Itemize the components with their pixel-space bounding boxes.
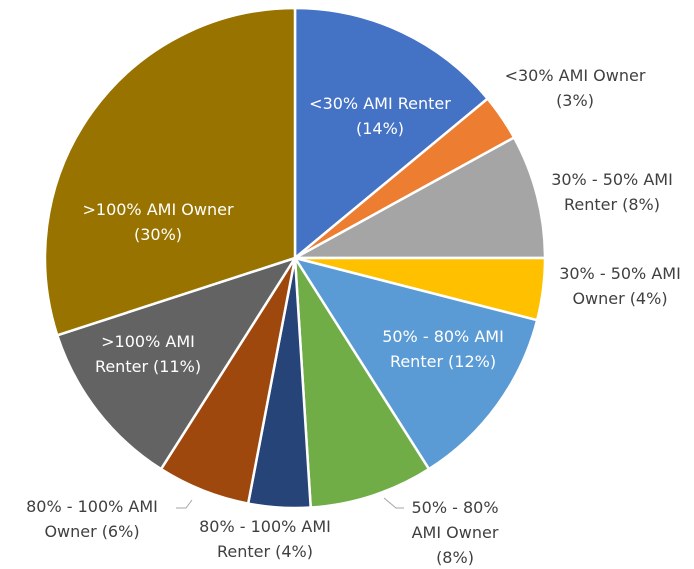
label-line: Renter: [217, 542, 271, 561]
value-label: (12%): [448, 352, 496, 371]
leader-line: [176, 499, 193, 509]
value-label: (8%): [622, 195, 660, 214]
label-line: <30% AMI Renter: [309, 94, 451, 113]
leader-line: [383, 497, 404, 509]
label-line: Owner: [572, 289, 625, 308]
slice-label: 80% - 100% AMI Owner (6%): [26, 497, 158, 541]
label-line: 30% - 50% AMI: [559, 264, 681, 283]
label-line: <30% AMI Owner: [505, 66, 646, 85]
value-label: (14%): [356, 119, 404, 138]
value-label: (4%): [275, 542, 313, 561]
slice-label: <30% AMI Owner (3%): [505, 66, 646, 110]
slice-label: 50% - 80% AMI Renter (12%): [382, 327, 504, 371]
slice-label: 30% - 50% AMI Owner (4%): [559, 264, 681, 308]
slice-label: 50% - 80% AMI Owner (8%): [411, 498, 498, 567]
value-label: (6%): [102, 522, 140, 541]
label-line: AMI Owner: [412, 523, 499, 542]
label-line: >100% AMI: [101, 332, 195, 351]
pie-slice: [293, 257, 431, 509]
pie-slice: [293, 6, 490, 261]
pie-slice: [292, 256, 539, 471]
pie-slice: [55, 255, 298, 471]
slice-label: <30% AMI Renter (14%): [309, 94, 451, 138]
slice-label: 30% - 50% AMI Renter (8%): [551, 170, 673, 214]
value-label: (11%): [153, 357, 201, 376]
slice-label: >100% AMI Owner (30%): [82, 200, 233, 244]
pie-slice: [43, 6, 297, 337]
label-line: Renter: [564, 195, 618, 214]
value-label: (3%): [556, 91, 594, 110]
value-label: (30%): [134, 225, 182, 244]
label-line: 50% - 80% AMI: [382, 327, 504, 346]
label-line: 30% - 50% AMI: [551, 170, 673, 189]
label-line: Owner: [44, 522, 97, 541]
slice-label: 80% - 100% AMI Renter (4%): [199, 517, 331, 561]
slice-label: >100% AMI Renter (11%): [95, 332, 201, 376]
label-line: 80% - 100% AMI: [26, 497, 158, 516]
value-label: (4%): [630, 289, 668, 308]
value-label: (8%): [436, 548, 474, 567]
pie-slice: [294, 135, 547, 260]
label-line: Renter: [390, 352, 444, 371]
label-line: 50% - 80%: [411, 498, 498, 517]
label-line: 80% - 100% AMI: [199, 517, 331, 536]
label-line: Renter: [95, 357, 149, 376]
label-line: >100% AMI Owner: [82, 200, 233, 219]
